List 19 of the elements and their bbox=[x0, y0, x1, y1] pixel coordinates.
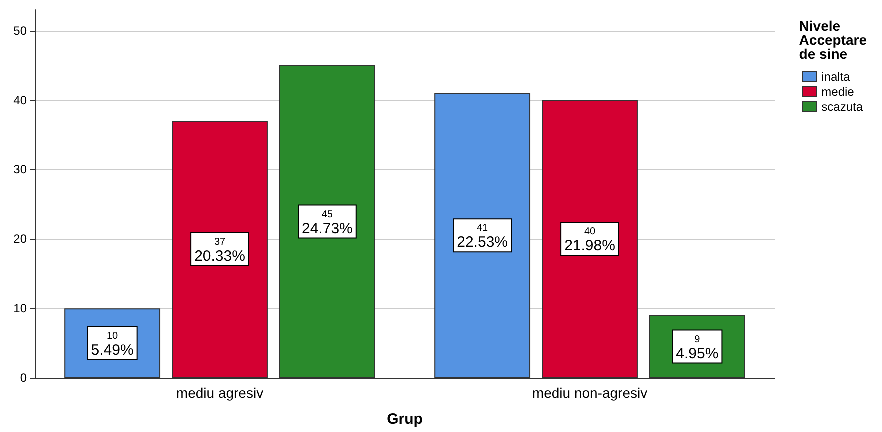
data-label: 37 20.33% bbox=[194, 237, 246, 266]
y-tick-label: 50 bbox=[14, 24, 28, 38]
y-tick-label: 0 bbox=[20, 371, 28, 385]
legend-label: scazuta bbox=[822, 100, 864, 114]
y-tick-label: 20 bbox=[14, 232, 28, 246]
y-tick-label: 40 bbox=[14, 93, 28, 108]
legend-label: medie bbox=[822, 85, 855, 99]
y-tick-label: 30 bbox=[14, 162, 28, 177]
data-label: 40 21.98% bbox=[564, 226, 616, 255]
x-axis-title: Grup bbox=[387, 411, 423, 428]
x-tick-label: mediu non-agresiv bbox=[532, 385, 648, 401]
data-label: 45 24.73% bbox=[302, 209, 353, 238]
legend-title: Nivele Acceptare de sine bbox=[799, 18, 868, 62]
x-tick-label: mediu agresiv bbox=[176, 385, 264, 401]
data-label: 10 5.49% bbox=[91, 330, 134, 359]
y-tick-label: 10 bbox=[14, 302, 28, 316]
legend-label: inalta bbox=[822, 70, 851, 84]
data-label: 41 22.53% bbox=[457, 223, 508, 252]
data-label: 9 4.95% bbox=[676, 334, 719, 362]
